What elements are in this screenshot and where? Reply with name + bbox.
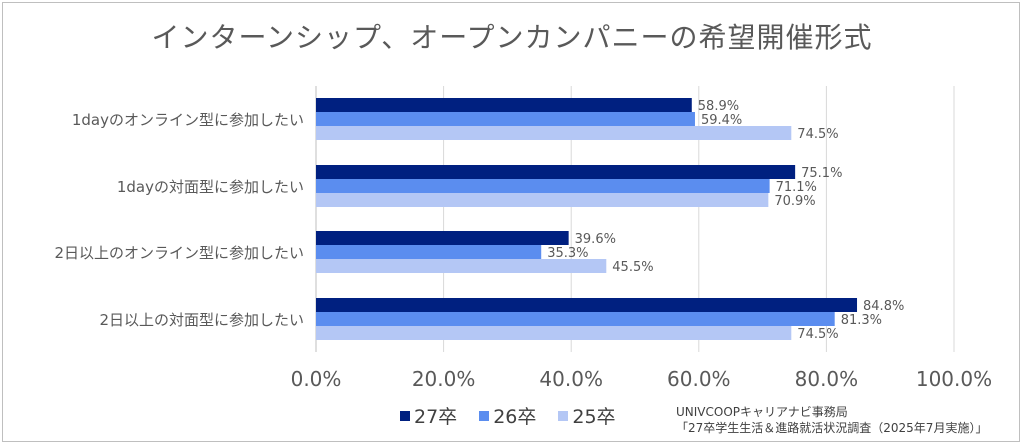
legend-swatch-25	[558, 410, 569, 421]
bar	[316, 326, 792, 340]
x-tick-label: 60.0%	[667, 367, 731, 391]
chart-title: インターンシップ、オープンカンパニーの希望開催形式	[151, 21, 873, 54]
x-tick-label: 100.0%	[916, 367, 992, 391]
legend-label-25: 25卒	[572, 406, 616, 428]
bar	[316, 259, 607, 273]
category-label: 1dayの対面型に参加したい	[117, 178, 304, 196]
source-line-1: UNIVCOOPキャリアナビ事務局	[676, 405, 848, 419]
data-label: 45.5%	[612, 260, 653, 275]
bar	[316, 193, 769, 207]
data-label: 58.9%	[698, 99, 739, 114]
data-label: 74.5%	[797, 127, 838, 142]
bar	[316, 298, 858, 312]
x-tick-label: 0.0%	[291, 367, 342, 391]
bar	[316, 112, 695, 126]
legend-label-27: 27卒	[414, 406, 458, 428]
bar	[316, 165, 796, 179]
legend-item-26: 26卒	[479, 402, 536, 429]
data-label: 71.1%	[776, 180, 817, 195]
x-tick-label: 80.0%	[795, 367, 859, 391]
category-label: 2日以上のオンライン型に参加したい	[54, 244, 304, 262]
legend-swatch-26	[479, 410, 490, 421]
category-label: 1dayのオンライン型に参加したい	[72, 111, 304, 129]
bar	[316, 245, 542, 259]
data-label: 75.1%	[801, 166, 842, 181]
bar	[316, 179, 770, 193]
data-label: 35.3%	[547, 246, 588, 261]
bar	[316, 98, 692, 112]
bar	[316, 126, 792, 140]
x-tick-label: 40.0%	[539, 367, 603, 391]
legend-label-26: 26卒	[493, 406, 537, 428]
source-note: UNIVCOOPキャリアナビ事務局 「27卒学生生活＆進路就活状況調査（2025…	[676, 404, 987, 436]
data-label: 81.3%	[841, 313, 882, 328]
data-label: 84.8%	[863, 299, 904, 314]
legend-item-27: 27卒	[400, 402, 457, 429]
source-line-2: 「27卒学生生活＆進路就活状況調査（2025年7月実施）」	[676, 421, 988, 435]
chart-legend: 27卒 26卒 25卒	[400, 402, 638, 429]
category-label: 2日以上の対面型に参加したい	[99, 311, 304, 329]
bar	[316, 231, 569, 245]
bar	[316, 312, 835, 326]
data-label: 70.9%	[774, 194, 815, 209]
legend-swatch-27	[400, 410, 410, 421]
legend-item-25: 25卒	[558, 402, 616, 429]
data-label: 59.4%	[701, 113, 742, 128]
data-label: 74.5%	[797, 327, 838, 342]
x-tick-label: 20.0%	[412, 367, 476, 391]
data-label: 39.6%	[575, 232, 616, 247]
